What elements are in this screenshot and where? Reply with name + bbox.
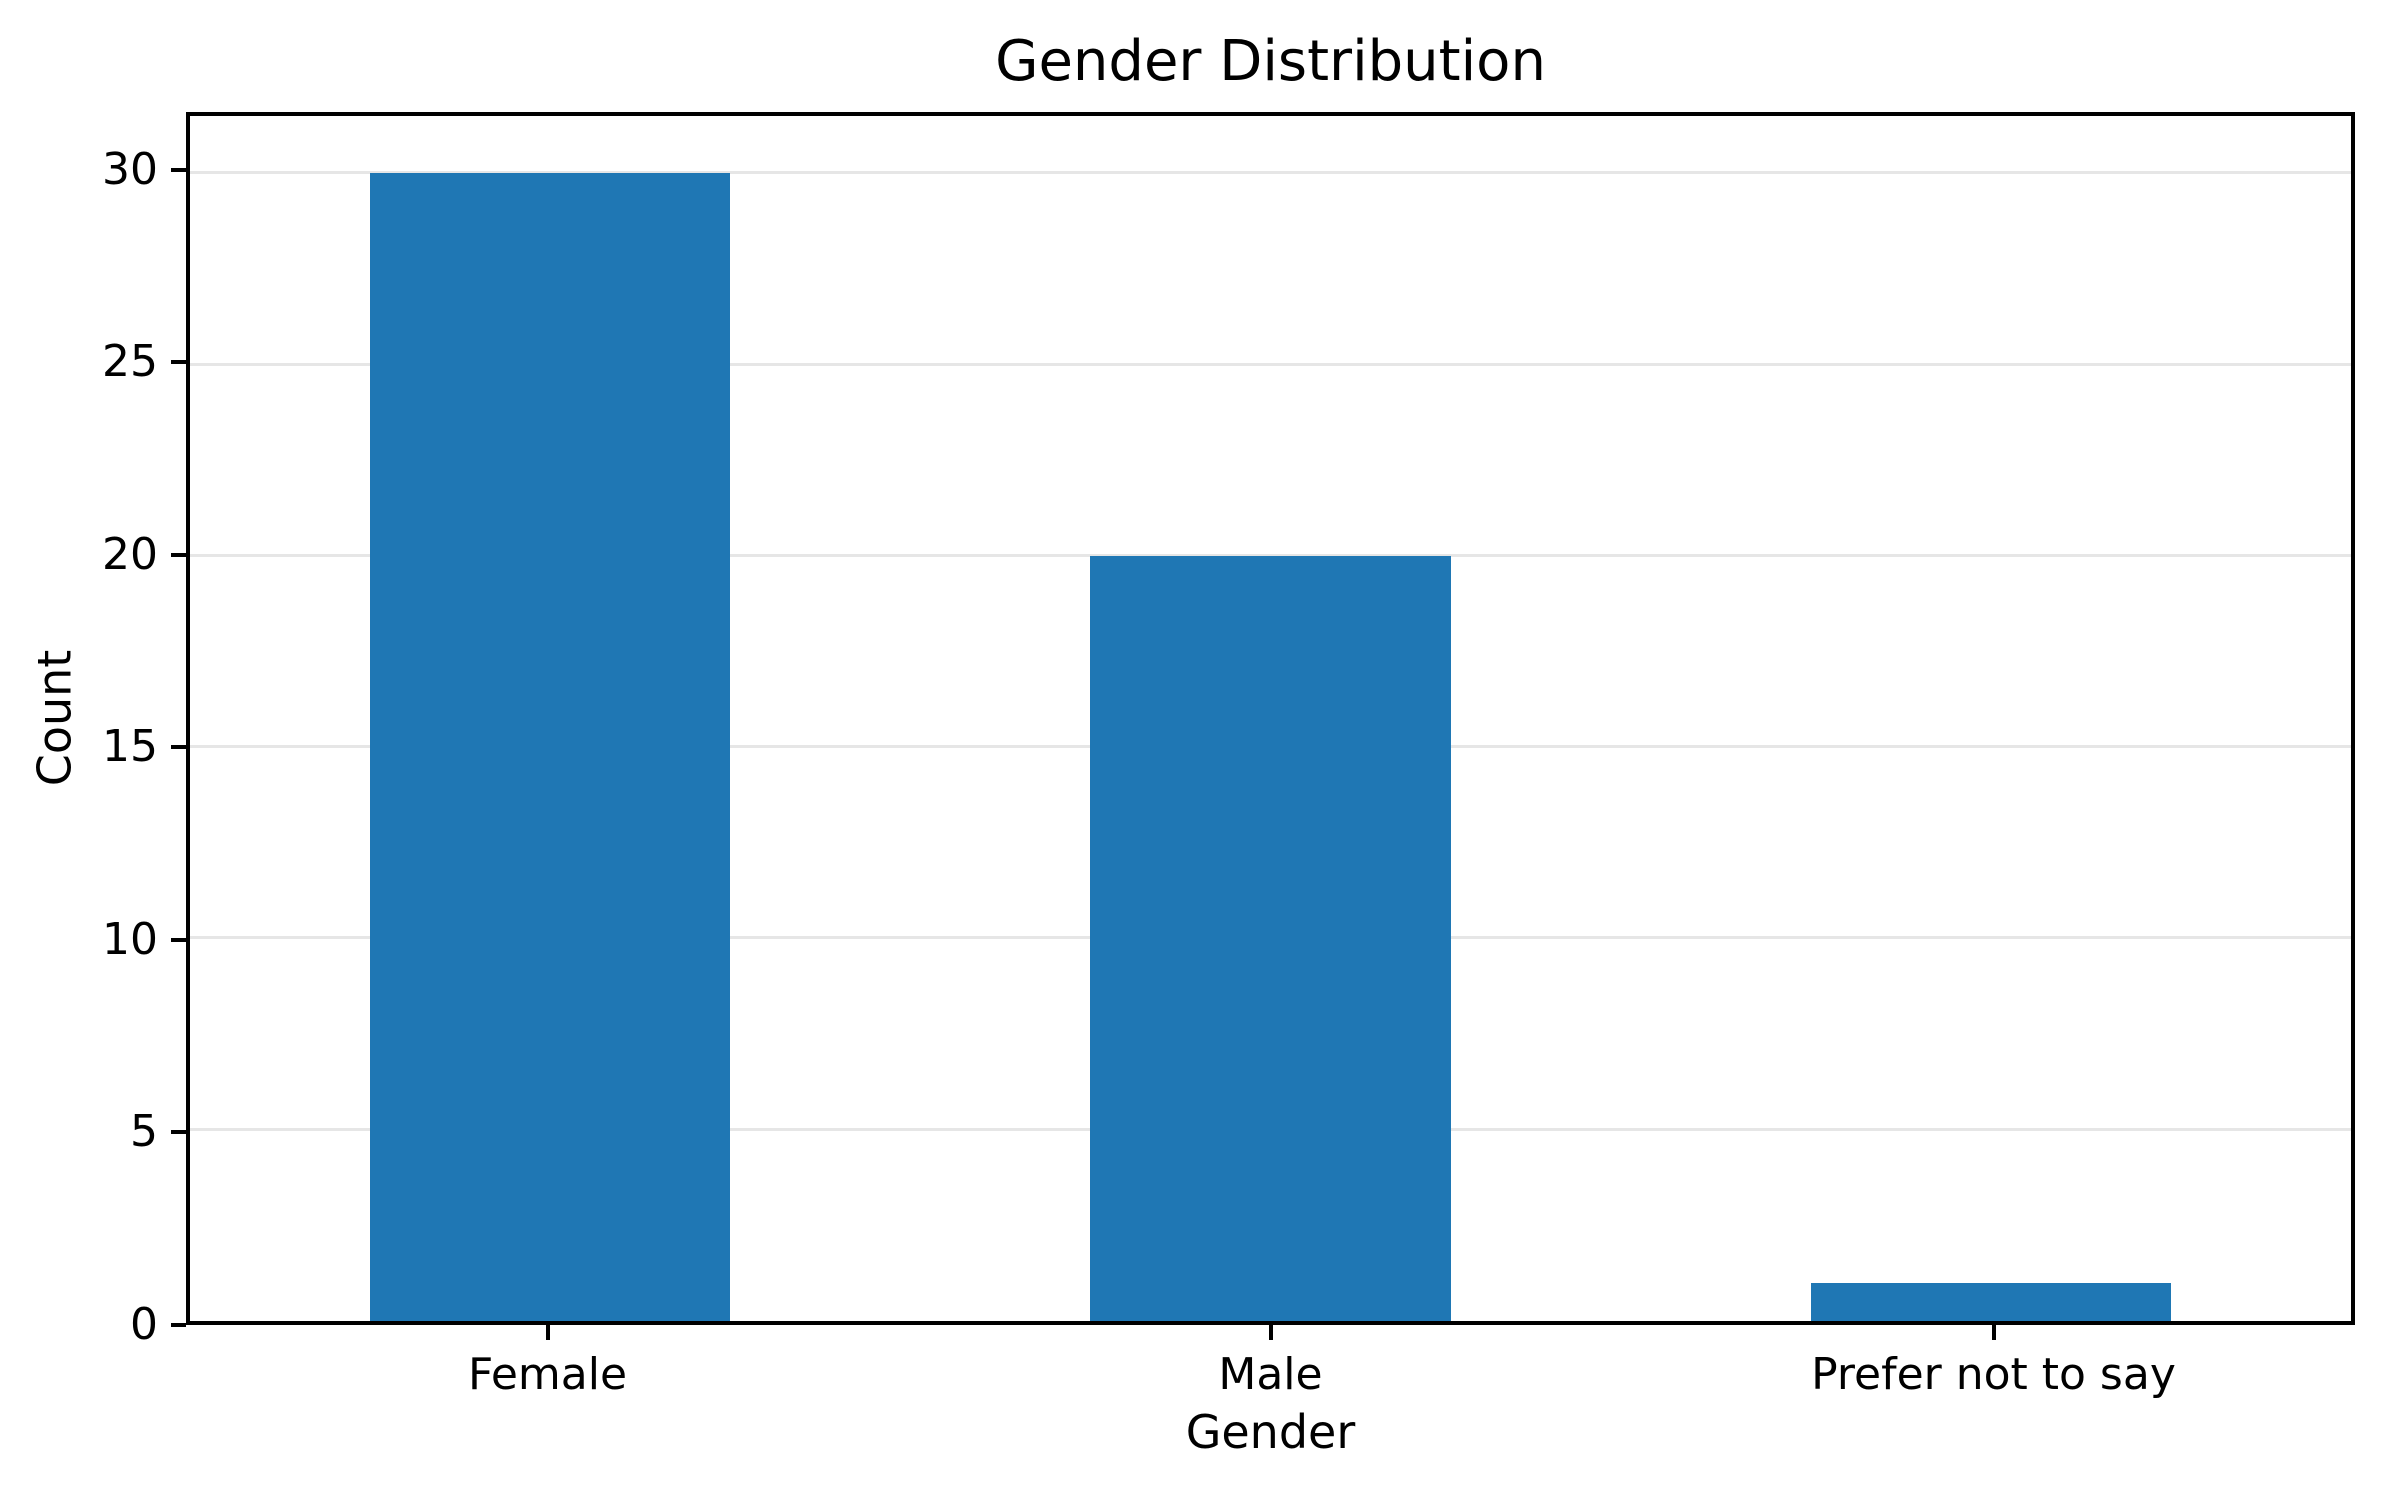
bar-prefer-not-to-say	[1810, 1282, 2171, 1321]
y-tick-mark-15	[171, 745, 186, 750]
gridline-y-25	[190, 362, 2351, 366]
y-tick-mark-5	[171, 1130, 186, 1135]
gridline-y-20	[190, 553, 2351, 557]
y-tick-label-25: 25	[102, 336, 158, 388]
y-tick-mark-0	[171, 1323, 186, 1327]
x-tick-label-prefer-not-to-say: Prefer not to say	[1811, 1349, 2176, 1400]
y-tick-label-0: 0	[130, 1299, 158, 1350]
y-tick-label-20: 20	[102, 528, 158, 580]
bar-male	[1090, 555, 1451, 1321]
x-axis-label: Gender	[1185, 1405, 1356, 1459]
y-tick-mark-20	[171, 552, 186, 557]
x-tick-mark-female	[545, 1325, 550, 1340]
plot-area	[186, 112, 2355, 1325]
x-tick-label-female: Female	[467, 1349, 628, 1400]
y-tick-label-30: 30	[102, 143, 158, 195]
y-tick-label-5: 5	[130, 1106, 158, 1158]
x-tick-label-male: Male	[1218, 1349, 1323, 1400]
chart-title: Gender Distribution	[995, 29, 1546, 94]
x-tick-mark-prefer-not-to-say	[1991, 1325, 1996, 1340]
y-tick-label-15: 15	[102, 721, 158, 773]
y-tick-mark-30	[171, 167, 186, 172]
bar-female	[370, 173, 731, 1321]
y-tick-mark-10	[171, 937, 186, 942]
x-tick-mark-male	[1268, 1325, 1273, 1340]
y-tick-label-10: 10	[102, 913, 158, 965]
y-tick-mark-25	[171, 360, 186, 365]
gridline-y-30	[190, 171, 2351, 175]
